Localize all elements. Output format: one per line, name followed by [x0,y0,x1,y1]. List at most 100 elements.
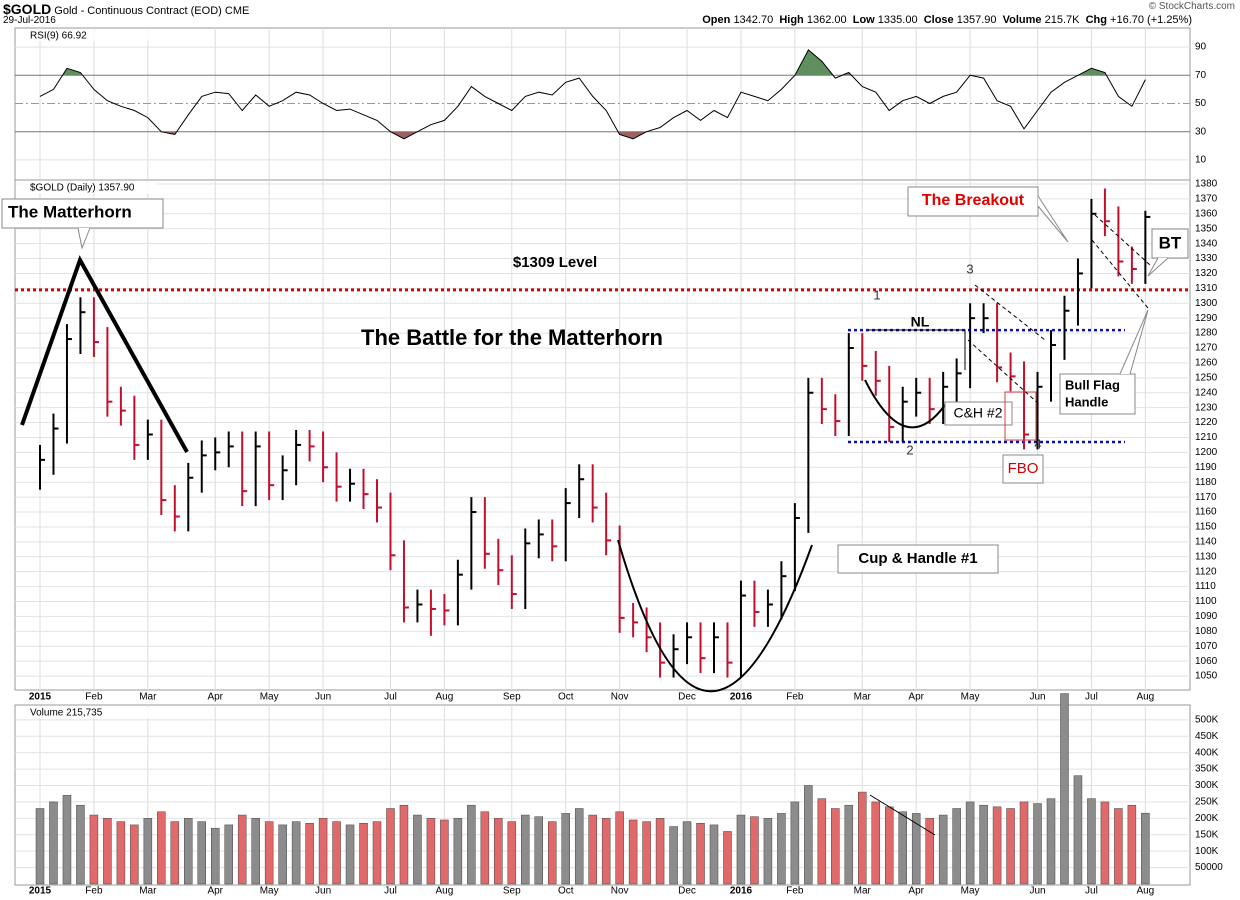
volume-bar [844,804,854,885]
callout-box [1002,454,1044,484]
x-tick-label: May [961,886,980,897]
x-tick-label: 2016 [730,692,753,703]
y-tick-label: 1200 [1195,447,1218,458]
volume-bar [884,806,894,885]
volume-bar [332,821,341,885]
volume-bar [1114,808,1123,885]
neckline-box [868,329,966,370]
volume-bar [184,818,193,885]
volume-bar [440,819,449,885]
volume-bar [170,821,180,885]
x-tick-label: Feb [786,692,804,703]
x-tick-label: Feb [85,886,103,897]
y-tick-label: 1260 [1195,358,1218,369]
x-tick-label: Mar [139,886,157,897]
quote: Open 1342.70 High 1362.00 Low 1335.00 Cl… [702,14,1192,26]
volume-bar [1019,801,1029,885]
flag-line [1094,214,1151,266]
matterhorn-outline [20,255,189,453]
volume-trend-line [869,794,936,836]
x-tick-label: Mar [139,692,157,703]
y-tick-label: 1140 [1195,537,1217,548]
volume-bar [628,819,638,885]
x-tick-label: Sep [503,886,521,897]
annotation: The Breakout [922,192,1025,209]
quote-value: +16.70 (+1.25%) [1110,14,1192,26]
y-tick-label: 100K [1195,846,1219,857]
y-tick-label: 1160 [1195,507,1217,518]
y-tick-label: 1130 [1195,551,1217,562]
x-tick-label: May [260,886,279,897]
panel-title: Volume 215,735 [30,708,103,719]
volume-bar [35,808,45,885]
y-tick-label: 70 [1195,70,1207,81]
volume-bar [1073,775,1083,885]
volume-bar [750,816,759,885]
x-tick-label: Jul [1085,692,1098,703]
volume-bar [682,821,692,885]
y-tick-label: 1100 [1195,596,1217,607]
x-tick-label: Sep [503,692,521,703]
volume-bar [197,821,207,885]
volume-bar [547,821,557,885]
y-tick-label: 1220 [1195,417,1218,428]
x-tick-label: 2016 [730,886,753,897]
quote-value: 1357.90 [956,14,997,26]
volume-bar [1141,812,1150,885]
y-tick-label: 500K [1195,714,1219,725]
y-tick-label: 1240 [1195,387,1218,398]
y-tick-label: 1250 [1195,372,1218,383]
volume-bar [1006,808,1015,885]
volume-bar [413,814,422,885]
point-label: 1 [873,287,880,302]
y-tick-label: 1270 [1195,343,1218,354]
y-tick-label: 1310 [1195,283,1218,294]
y-tick-label: 90 [1195,42,1207,53]
y-tick-label: 50 [1195,98,1207,109]
x-tick-label: Apr [207,886,223,897]
volume-bar [157,811,166,885]
y-tick-label: 1280 [1195,328,1218,339]
point-label: 3 [966,261,973,276]
x-tick-label: Jun [1029,886,1045,897]
y-tick-label: 30 [1195,126,1207,137]
quote-value: 1362.00 [806,14,847,26]
quote-label: Open [702,14,731,26]
y-tick-label: 1190 [1195,462,1217,473]
x-tick-label: Oct [558,692,574,703]
volume-bar [1033,803,1042,885]
level-label: $1309 Level [513,254,597,271]
y-tick-label: 1110 [1195,581,1216,592]
y-tick-label: 250K [1195,797,1219,808]
y-tick-label: 1320 [1195,268,1218,279]
point-label: 2 [906,442,913,457]
callout-pointer [77,227,91,250]
volume-bar [601,818,611,885]
volume-bar [723,831,732,885]
volume-bar [399,804,409,885]
volume-bar [1046,798,1056,885]
y-tick-label: 1180 [1195,477,1217,488]
callout-pointer [1037,195,1069,243]
y-tick-label: 1290 [1195,313,1218,324]
quote-label: Close [923,14,954,26]
volume-bar [965,801,975,885]
annotation: BT [1159,233,1182,252]
annotation: Cup & Handle #1 [858,550,977,567]
date: 29-Jul-2016 [3,15,56,26]
panel-frame [14,179,1191,691]
y-tick-label: 1340 [1195,238,1218,249]
volume-bar [1060,693,1069,885]
quote-value: 1335.00 [877,14,918,26]
title-bg [17,707,157,718]
fbo-box [1004,391,1037,441]
volume-bar [89,814,99,885]
x-tick-label: Feb [786,886,804,897]
quote-label: Chg [1085,14,1107,26]
volume-bar [763,818,773,885]
volume-bar [291,821,301,885]
symbol-line: $GOLD Gold - Continuous Contract (EOD) C… [3,1,249,17]
x-tick-label: Jul [1085,886,1098,897]
